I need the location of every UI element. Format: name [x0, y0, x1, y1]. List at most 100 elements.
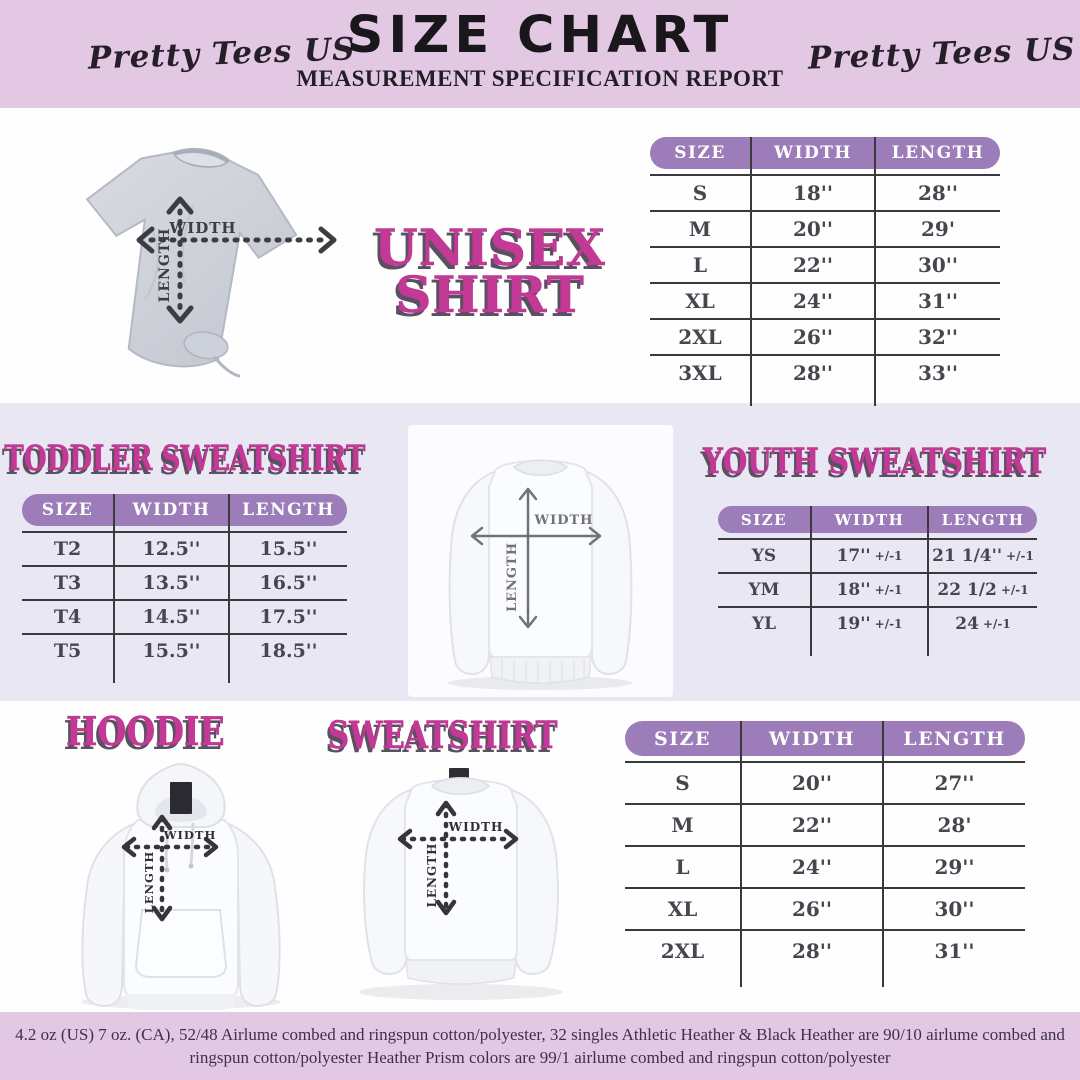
- footer-line2: ringspun cotton/polyester Heather Prism …: [189, 1048, 891, 1067]
- table-header-row: SIZE WIDTH LENGTH: [22, 494, 347, 526]
- measurement-arrows: [136, 196, 337, 324]
- unisex-title-line1: UNISEX: [374, 218, 606, 277]
- table-cell: T3: [53, 572, 82, 594]
- unisex-size-table: SIZE WIDTH LENGTH S 18'' 28'' M 20'' 29' L 22'' 30'…: [650, 137, 1000, 406]
- hoodie-title: HOODIE: [65, 709, 225, 756]
- column-header: SIZE: [740, 510, 788, 529]
- table-cell: 15.5'': [228, 533, 347, 565]
- adult-sweats-size-table: SIZE WIDTH LENGTH S 20'' 27'' M 22'' 28' L 24'' 29'…: [625, 721, 1025, 987]
- column-header: WIDTH: [113, 494, 228, 526]
- table-cell: 20'': [750, 212, 874, 246]
- column-header: WIDTH: [810, 506, 927, 533]
- table-cell: 3XL: [678, 361, 722, 385]
- table-cell: YL: [751, 614, 777, 634]
- header-banner: Pretty Tees US SIZE CHART MEASUREMENT SP…: [0, 0, 1080, 108]
- header-gap: [718, 533, 1037, 538]
- tshirt-knot: [183, 331, 229, 360]
- table-cell: XL: [667, 897, 698, 921]
- measurement-arrows: [470, 487, 602, 629]
- header-gap: [625, 756, 1025, 761]
- table-cell: 2XL: [678, 325, 722, 349]
- table-row: YM 18'' +/-1 22 1/2 +/-1: [718, 572, 1037, 606]
- column-header: LENGTH: [882, 721, 1025, 756]
- tolerance: +/-1: [874, 583, 903, 597]
- youth-sweatshirt-image: WIDTH LENGTH: [408, 425, 673, 697]
- table-cell: 18'': [750, 176, 874, 210]
- youth-sweatshirt-title: YOUTH SWEATSHIRT: [703, 441, 1047, 483]
- table-cell: S: [692, 181, 708, 205]
- table-cell: 33'': [874, 356, 1000, 390]
- table-cell: T4: [53, 606, 82, 628]
- table-stub: [650, 390, 1000, 406]
- table-cell: 20'': [740, 763, 882, 803]
- header-title-block: SIZE CHART MEASUREMENT SPECIFICATION REP…: [260, 8, 820, 92]
- table-header-row: SIZE WIDTH LENGTH: [625, 721, 1025, 756]
- table-cell: 28'': [740, 931, 882, 971]
- page-subtitle: MEASUREMENT SPECIFICATION REPORT: [296, 66, 784, 91]
- table-cell: 24'': [740, 847, 882, 887]
- table-stub: [625, 971, 1025, 987]
- table-cell: 18.5'': [228, 635, 347, 667]
- table-row: YL 19'' +/-1 24 +/-1: [718, 606, 1037, 640]
- table-cell: T5: [53, 640, 82, 662]
- footer-note: 4.2 oz (US) 7 oz. (CA), 52/48 Airlume co…: [0, 1012, 1080, 1080]
- column-header: SIZE: [674, 143, 726, 163]
- hoodie-image: WIDTH LENGTH: [81, 762, 281, 1010]
- table-row: T5 15.5'' 18.5'': [22, 633, 347, 667]
- table-row: M 22'' 28': [625, 803, 1025, 845]
- table-cell: YM: [748, 580, 780, 600]
- table-cell: 12.5'': [113, 533, 228, 565]
- column-header: LENGTH: [874, 137, 1000, 169]
- table-cell: M: [671, 813, 694, 837]
- table-cell: 17'' +/-1: [810, 540, 927, 572]
- sweatshirt-shape: [448, 459, 633, 684]
- tolerance: +/-1: [874, 549, 903, 563]
- table-row: S 18'' 28'': [650, 174, 1000, 210]
- table-cell: 13.5'': [113, 567, 228, 599]
- table-cell: 22'': [740, 805, 882, 845]
- table-cell: L: [692, 253, 708, 277]
- table-cell: 2XL: [660, 939, 705, 963]
- tolerance: +/-1: [1000, 583, 1029, 597]
- table-cell: T2: [53, 538, 82, 560]
- length-label: LENGTH: [157, 228, 173, 303]
- table-cell: 28'': [750, 356, 874, 390]
- unisex-shirt-image: WIDTH LENGTH: [85, 147, 337, 378]
- table-cell: S: [675, 771, 690, 795]
- table-cell: XL: [685, 289, 715, 313]
- table-row: 3XL 28'' 33'': [650, 354, 1000, 390]
- length-label: LENGTH: [142, 851, 156, 914]
- hoodie-pocket: [134, 909, 228, 978]
- table-row: L 24'' 29'': [625, 845, 1025, 887]
- hood-tag: [170, 782, 192, 814]
- column-header: LENGTH: [228, 494, 347, 526]
- table-row: T3 13.5'' 16.5'': [22, 565, 347, 599]
- column-header: WIDTH: [750, 137, 874, 169]
- table-row: M 20'' 29': [650, 210, 1000, 246]
- table-row: T2 12.5'' 15.5'': [22, 531, 347, 565]
- table-cell: 30'': [882, 889, 1025, 929]
- tshirt-shape: [85, 147, 298, 378]
- toddler-size-table: SIZE WIDTH LENGTH T2 12.5'' 15.5'' T3 13.5'' 16.…: [22, 494, 347, 683]
- table-row: 2XL 26'' 32'': [650, 318, 1000, 354]
- table-cell: 28': [882, 805, 1025, 845]
- sweatshirt-image: WIDTH LENGTH: [359, 768, 563, 1000]
- table-stub: [718, 640, 1037, 656]
- tolerance: +/-1: [982, 617, 1011, 631]
- unisex-shirt-title: UNISEX SHIRT: [358, 218, 622, 320]
- table-cell: 31'': [874, 284, 1000, 318]
- length-label: LENGTH: [505, 542, 520, 612]
- header-gap: [650, 169, 1000, 174]
- table-row: XL 24'' 31'': [650, 282, 1000, 318]
- page-title: SIZE CHART: [346, 6, 734, 65]
- tolerance: +/-1: [874, 617, 903, 631]
- table-cell: YS: [751, 546, 777, 566]
- table-row: T4 14.5'' 17.5'': [22, 599, 347, 633]
- sweatshirt-title: SWEATSHIRT: [328, 713, 558, 758]
- table-row: S 20'' 27'': [625, 761, 1025, 803]
- header-gap: [22, 526, 347, 531]
- measurement-arrows: [397, 800, 519, 916]
- youth-size-table: SIZE WIDTH LENGTH YS 17'' +/-1 21 1/4'' +/-1 YM 1…: [718, 506, 1037, 656]
- table-cell: 27'': [882, 763, 1025, 803]
